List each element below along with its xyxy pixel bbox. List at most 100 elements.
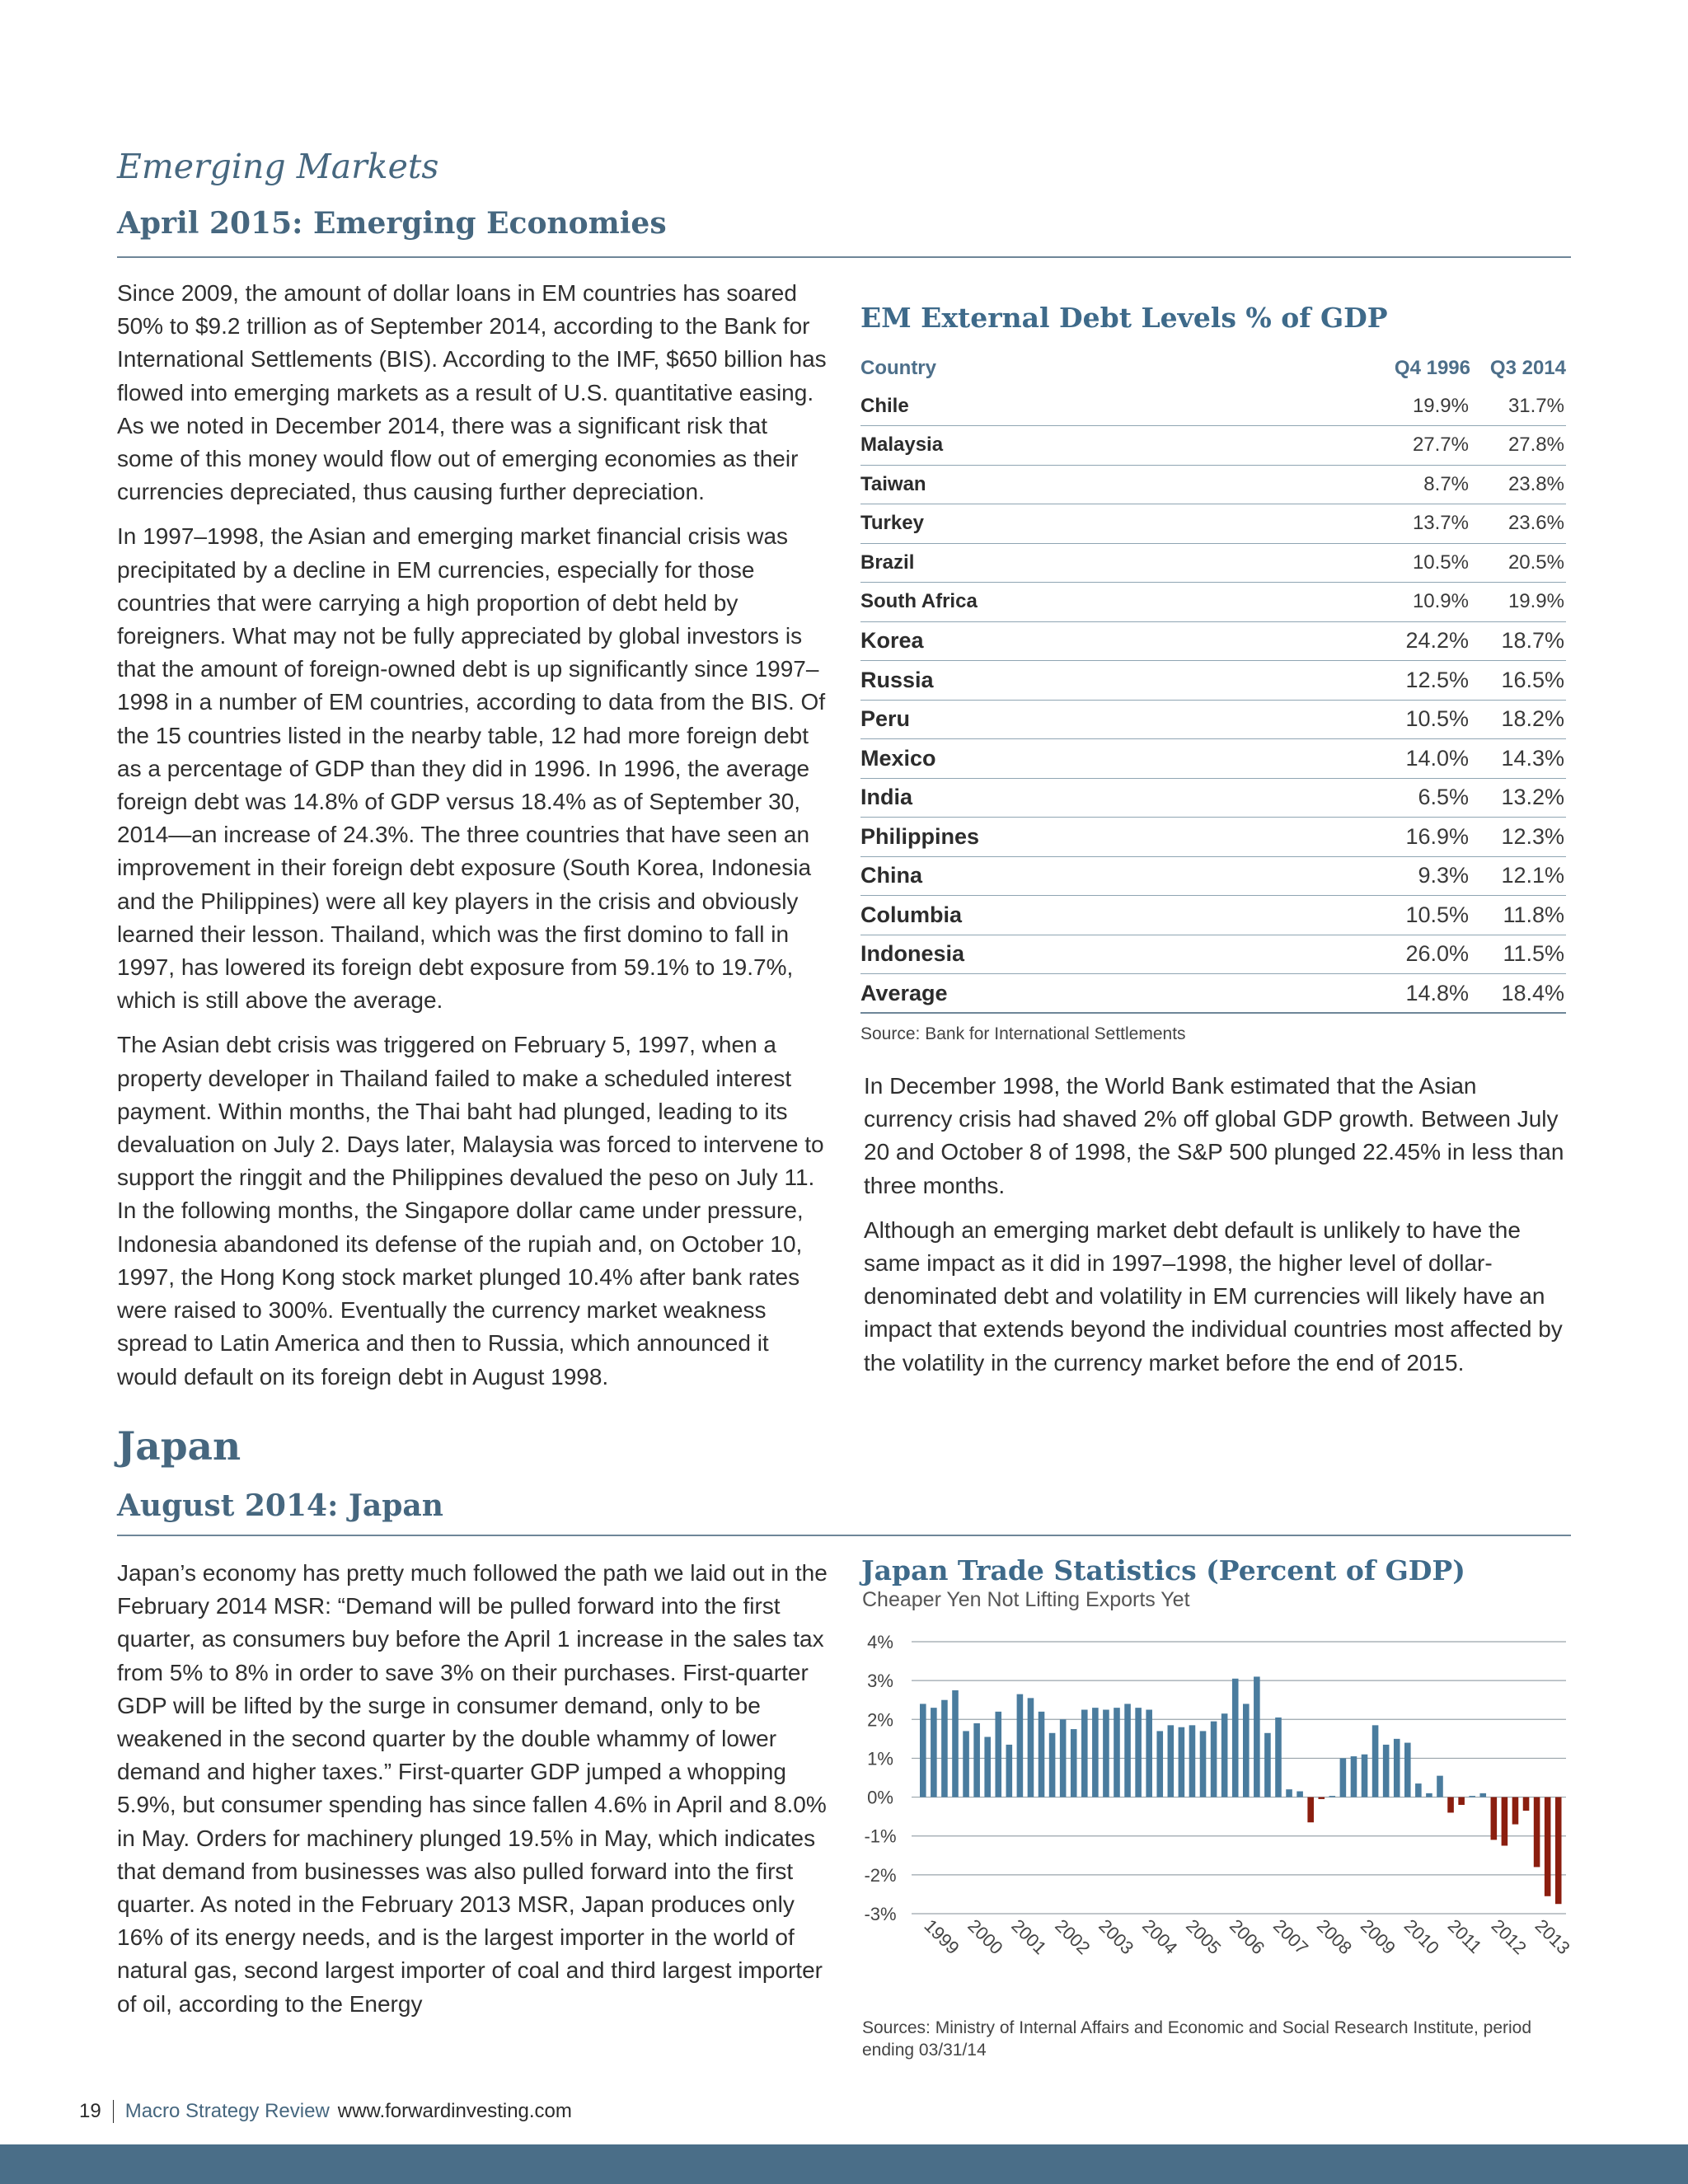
table-row-average: Average 14.8% 18.4%: [860, 973, 1566, 1014]
value-cell: 12.1%: [1470, 856, 1566, 896]
value-cell: 27.8%: [1470, 425, 1566, 466]
chart-bar: [1146, 1709, 1152, 1797]
chart-bar: [1544, 1797, 1551, 1896]
table-source: Source: Bank for International Settlemen…: [860, 1024, 1186, 1043]
value-cell: 19.9%: [1330, 387, 1470, 426]
paragraph: In December 1998, the World Bank estimat…: [864, 1073, 1564, 1198]
country-cell: Brazil: [860, 543, 1330, 583]
website-link[interactable]: www.forwardinvesting.com: [337, 2100, 572, 2122]
country-cell: India: [860, 778, 1330, 818]
country-cell: Russia: [860, 660, 1330, 701]
value-cell: 11.5%: [1470, 935, 1566, 974]
chart-bar: [995, 1711, 1002, 1797]
value-cell: 10.5%: [1330, 700, 1470, 739]
value-cell: 16.5%: [1470, 660, 1566, 701]
value-cell: 6.5%: [1330, 778, 1470, 818]
chart-bar: [1458, 1797, 1465, 1805]
chart-bar: [941, 1699, 948, 1797]
x-tick-label: 2004: [1138, 1915, 1181, 1958]
table-row: South Africa 10.9% 19.9%: [860, 582, 1566, 622]
paragraph: In 1997–1998, the Asian and emerging mar…: [117, 523, 826, 1014]
chart-bar: [1114, 1708, 1120, 1797]
value-cell: 10.5%: [1330, 543, 1470, 583]
country-cell: Turkey: [860, 504, 1330, 544]
chart-bar: [1135, 1708, 1142, 1797]
chart-bar: [973, 1723, 980, 1797]
value-cell: 9.3%: [1330, 856, 1470, 896]
paragraph: Japan’s economy has pretty much followed…: [117, 1560, 828, 2017]
table-row: Columbia 10.5% 11.8%: [860, 895, 1566, 935]
x-tick-label: 2000: [964, 1915, 1006, 1958]
x-tick-label: 2003: [1095, 1915, 1137, 1958]
paragraph: Although an emerging market debt default…: [864, 1216, 1563, 1376]
chart-bar: [1189, 1725, 1196, 1797]
chart-bar: [1124, 1704, 1131, 1797]
chart-bar: [1210, 1721, 1217, 1797]
x-tick-label: 2007: [1269, 1915, 1312, 1958]
japan-left-column: Japan’s economy has pretty much followed…: [117, 1557, 828, 2032]
chart-bar: [1393, 1738, 1400, 1797]
debt-table: Country Q4 1996 Q3 2014 Chile 19.9% 31.7% …: [860, 350, 1566, 1014]
x-tick-label: 2009: [1357, 1915, 1400, 1958]
chart-bar: [920, 1704, 926, 1797]
x-tick-label: 2011: [1444, 1915, 1486, 1957]
table-row: India 6.5% 13.2%: [860, 778, 1566, 818]
chart-bar: [1296, 1791, 1303, 1797]
chart-bar: [1092, 1708, 1099, 1797]
value-cell: 19.9%: [1470, 582, 1566, 622]
page-number: 19: [79, 2100, 114, 2123]
section-divider: [117, 1535, 1571, 1536]
table-row: Taiwan 8.7% 23.8%: [860, 465, 1566, 504]
chart-bar: [1275, 1717, 1282, 1797]
table-row: Indonesia 26.0% 11.5%: [860, 935, 1566, 974]
table-header-row: Country Q4 1996 Q3 2014: [860, 350, 1566, 387]
chart-bar: [1350, 1756, 1357, 1797]
value-cell: 27.7%: [1330, 425, 1470, 466]
value-cell: 31.7%: [1470, 387, 1566, 426]
table-row: Malaysia 27.7% 27.8%: [860, 425, 1566, 466]
value-cell: 14.3%: [1470, 738, 1566, 779]
section-title: April 2015: Emerging Economies: [117, 206, 667, 241]
country-cell: Columbia: [860, 895, 1330, 935]
emerging-left-column: Since 2009, the amount of dollar loans i…: [117, 277, 828, 1405]
column-header: Q4 1996: [1394, 357, 1470, 379]
value-cell: 18.4%: [1470, 973, 1566, 1014]
country-cell: Taiwan: [860, 465, 1330, 504]
chart-bar: [1178, 1727, 1185, 1797]
value-cell: 16.9%: [1330, 817, 1470, 857]
value-cell: 13.2%: [1470, 778, 1566, 818]
chart-bar: [1469, 1796, 1475, 1797]
chart-source: Sources: Ministry of Internal Affairs an…: [862, 2018, 1532, 2060]
section-title: August 2014: Japan: [117, 1488, 443, 1523]
chart-bar: [1522, 1797, 1530, 1811]
chart-bar: [1016, 1694, 1024, 1797]
chart-bar: [1286, 1789, 1292, 1797]
value-cell: 23.6%: [1470, 504, 1566, 544]
table-row: Russia 12.5% 16.5%: [860, 660, 1566, 701]
value-cell: 18.2%: [1470, 700, 1566, 739]
chart-bar: [1382, 1744, 1390, 1797]
chart-bar: [1231, 1678, 1239, 1797]
chart-bar: [1512, 1797, 1519, 1825]
chart-title: Japan Trade Statistics (Percent of GDP): [861, 1554, 1465, 1586]
chart-bar: [1307, 1797, 1314, 1823]
country-cell: Indonesia: [860, 935, 1330, 974]
table-row: Brazil 10.5% 20.5%: [860, 543, 1566, 583]
chart-bar: [952, 1690, 959, 1797]
footer-bar: [0, 2144, 1688, 2184]
x-tick-label: 2012: [1488, 1915, 1531, 1958]
country-cell: Peru: [860, 700, 1330, 739]
y-tick-label: 2%: [867, 1709, 893, 1730]
chart-bar: [1156, 1731, 1164, 1797]
chart-bar: [1404, 1742, 1411, 1797]
y-tick-label: -1%: [864, 1826, 896, 1847]
chart-bar: [1329, 1796, 1336, 1797]
section-kicker: Japan: [117, 1424, 241, 1469]
chart-bar: [1339, 1758, 1347, 1797]
x-tick-label: 2002: [1051, 1915, 1094, 1958]
chart-bar: [1426, 1793, 1432, 1797]
table-row: Mexico 14.0% 14.3%: [860, 738, 1566, 779]
value-cell: 12.5%: [1330, 660, 1470, 701]
y-tick-label: -3%: [864, 1904, 896, 1924]
x-tick-label: 2010: [1400, 1915, 1443, 1958]
